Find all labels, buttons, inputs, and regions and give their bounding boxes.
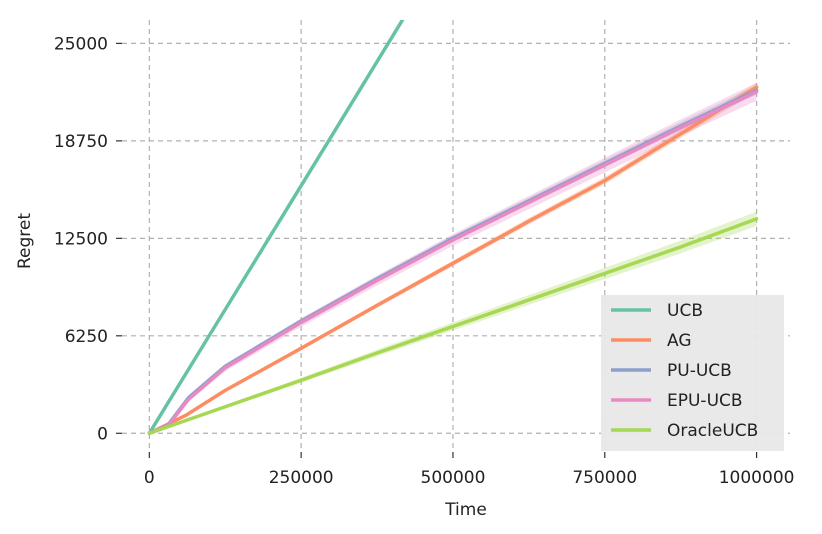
y-axis-label: Regret (15, 213, 35, 269)
series-lines (147, 20, 759, 436)
legend-label-ag: AG (667, 331, 692, 351)
x-tick-label: 500000 (421, 468, 486, 488)
y-tick-label: 0 (97, 424, 108, 444)
legend: UCB AG PU-UCB EPU-UCB OracleUCB (601, 295, 784, 451)
oracleucb-line (147, 217, 759, 436)
x-axis-ticks: 0 250000 500000 750000 1000000 (144, 452, 795, 488)
epu-ucb-line (147, 89, 759, 436)
grid (122, 20, 790, 452)
y-tick-label: 12500 (54, 229, 108, 249)
legend-label-oracleucb: OracleUCB (667, 421, 758, 441)
x-tick-label: 1000000 (719, 468, 795, 488)
x-tick-label: 0 (144, 468, 155, 488)
ag-line (147, 85, 759, 436)
x-tick-label: 250000 (269, 468, 334, 488)
y-tick-label: 6250 (65, 327, 108, 347)
legend-label-ucb: UCB (667, 301, 703, 321)
epu-ucb-band (149, 82, 757, 435)
x-tick-label: 750000 (572, 468, 637, 488)
y-tick-label: 25000 (54, 34, 108, 54)
ucb-line (147, 20, 405, 436)
x-axis-label: Time (444, 500, 487, 520)
legend-label-epu-ucb: EPU-UCB (667, 391, 743, 411)
y-axis-ticks: 0 6250 12500 18750 25000 (54, 34, 122, 444)
legend-background (601, 295, 784, 451)
y-tick-label: 18750 (54, 132, 108, 152)
legend-label-pu-ucb: PU-UCB (667, 361, 732, 381)
